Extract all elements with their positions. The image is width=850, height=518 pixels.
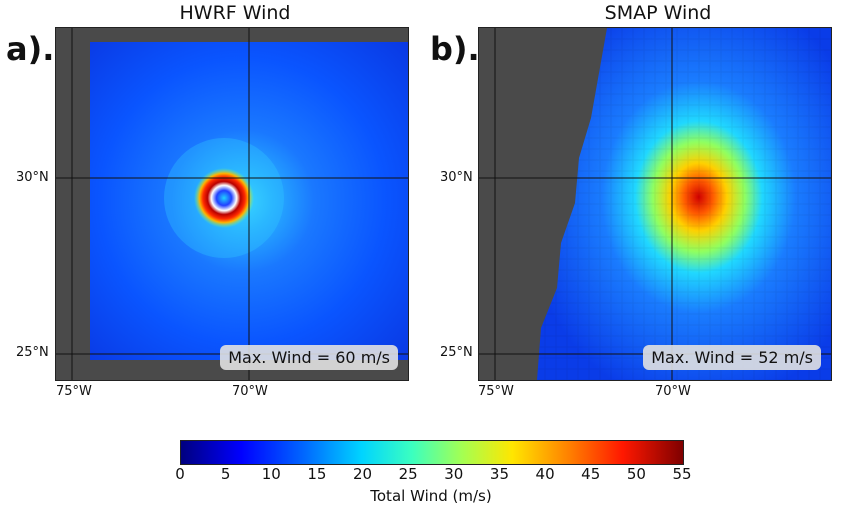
lat-tick-30n: 30°N bbox=[440, 170, 473, 185]
smap-pixel-grid bbox=[537, 28, 831, 380]
colorbar-tick: 20 bbox=[352, 465, 373, 483]
colorbar-tick: 10 bbox=[261, 465, 281, 483]
colorbar-label: Total Wind (m/s) bbox=[370, 487, 492, 505]
max-wind-label: Max. Wind = 52 m/s bbox=[643, 345, 821, 370]
hwrf-wind-field bbox=[56, 28, 408, 380]
smap-wind-field bbox=[479, 28, 831, 380]
max-wind-label: Max. Wind = 60 m/s bbox=[220, 345, 398, 370]
lat-tick-25n: 25°N bbox=[16, 345, 49, 360]
colorbar-tick: 55 bbox=[672, 465, 692, 483]
colorbar-tick: 30 bbox=[444, 465, 464, 483]
panel-b-letter: b). bbox=[430, 30, 480, 68]
colorbar-tick: 50 bbox=[626, 465, 646, 483]
colorbar-tick: 15 bbox=[307, 465, 327, 483]
panel-a-title: HWRF Wind bbox=[179, 2, 291, 24]
colorbar-tick: 45 bbox=[581, 465, 601, 483]
hurricane-eyewall bbox=[194, 168, 254, 228]
lon-tick-70w: 70°W bbox=[655, 384, 691, 399]
colorbar-tick: 5 bbox=[220, 465, 231, 483]
lon-tick-75w: 75°W bbox=[56, 384, 92, 399]
colorbar-tick: 40 bbox=[535, 465, 555, 483]
lon-tick-70w: 70°W bbox=[232, 384, 268, 399]
panel-a-map: Max. Wind = 60 m/s bbox=[55, 27, 409, 381]
panel-b-title: SMAP Wind bbox=[604, 2, 712, 24]
colorbar-tick: 25 bbox=[398, 465, 418, 483]
lat-tick-25n: 25°N bbox=[440, 345, 473, 360]
colorbar bbox=[180, 440, 684, 465]
colorbar-tick: 0 bbox=[175, 465, 185, 483]
panel-b-map: Max. Wind = 52 m/s bbox=[478, 27, 832, 381]
lat-tick-30n: 30°N bbox=[16, 170, 49, 185]
colorbar-tick: 35 bbox=[489, 465, 509, 483]
panel-a-letter: a). bbox=[6, 30, 55, 68]
lon-tick-75w: 75°W bbox=[478, 384, 514, 399]
